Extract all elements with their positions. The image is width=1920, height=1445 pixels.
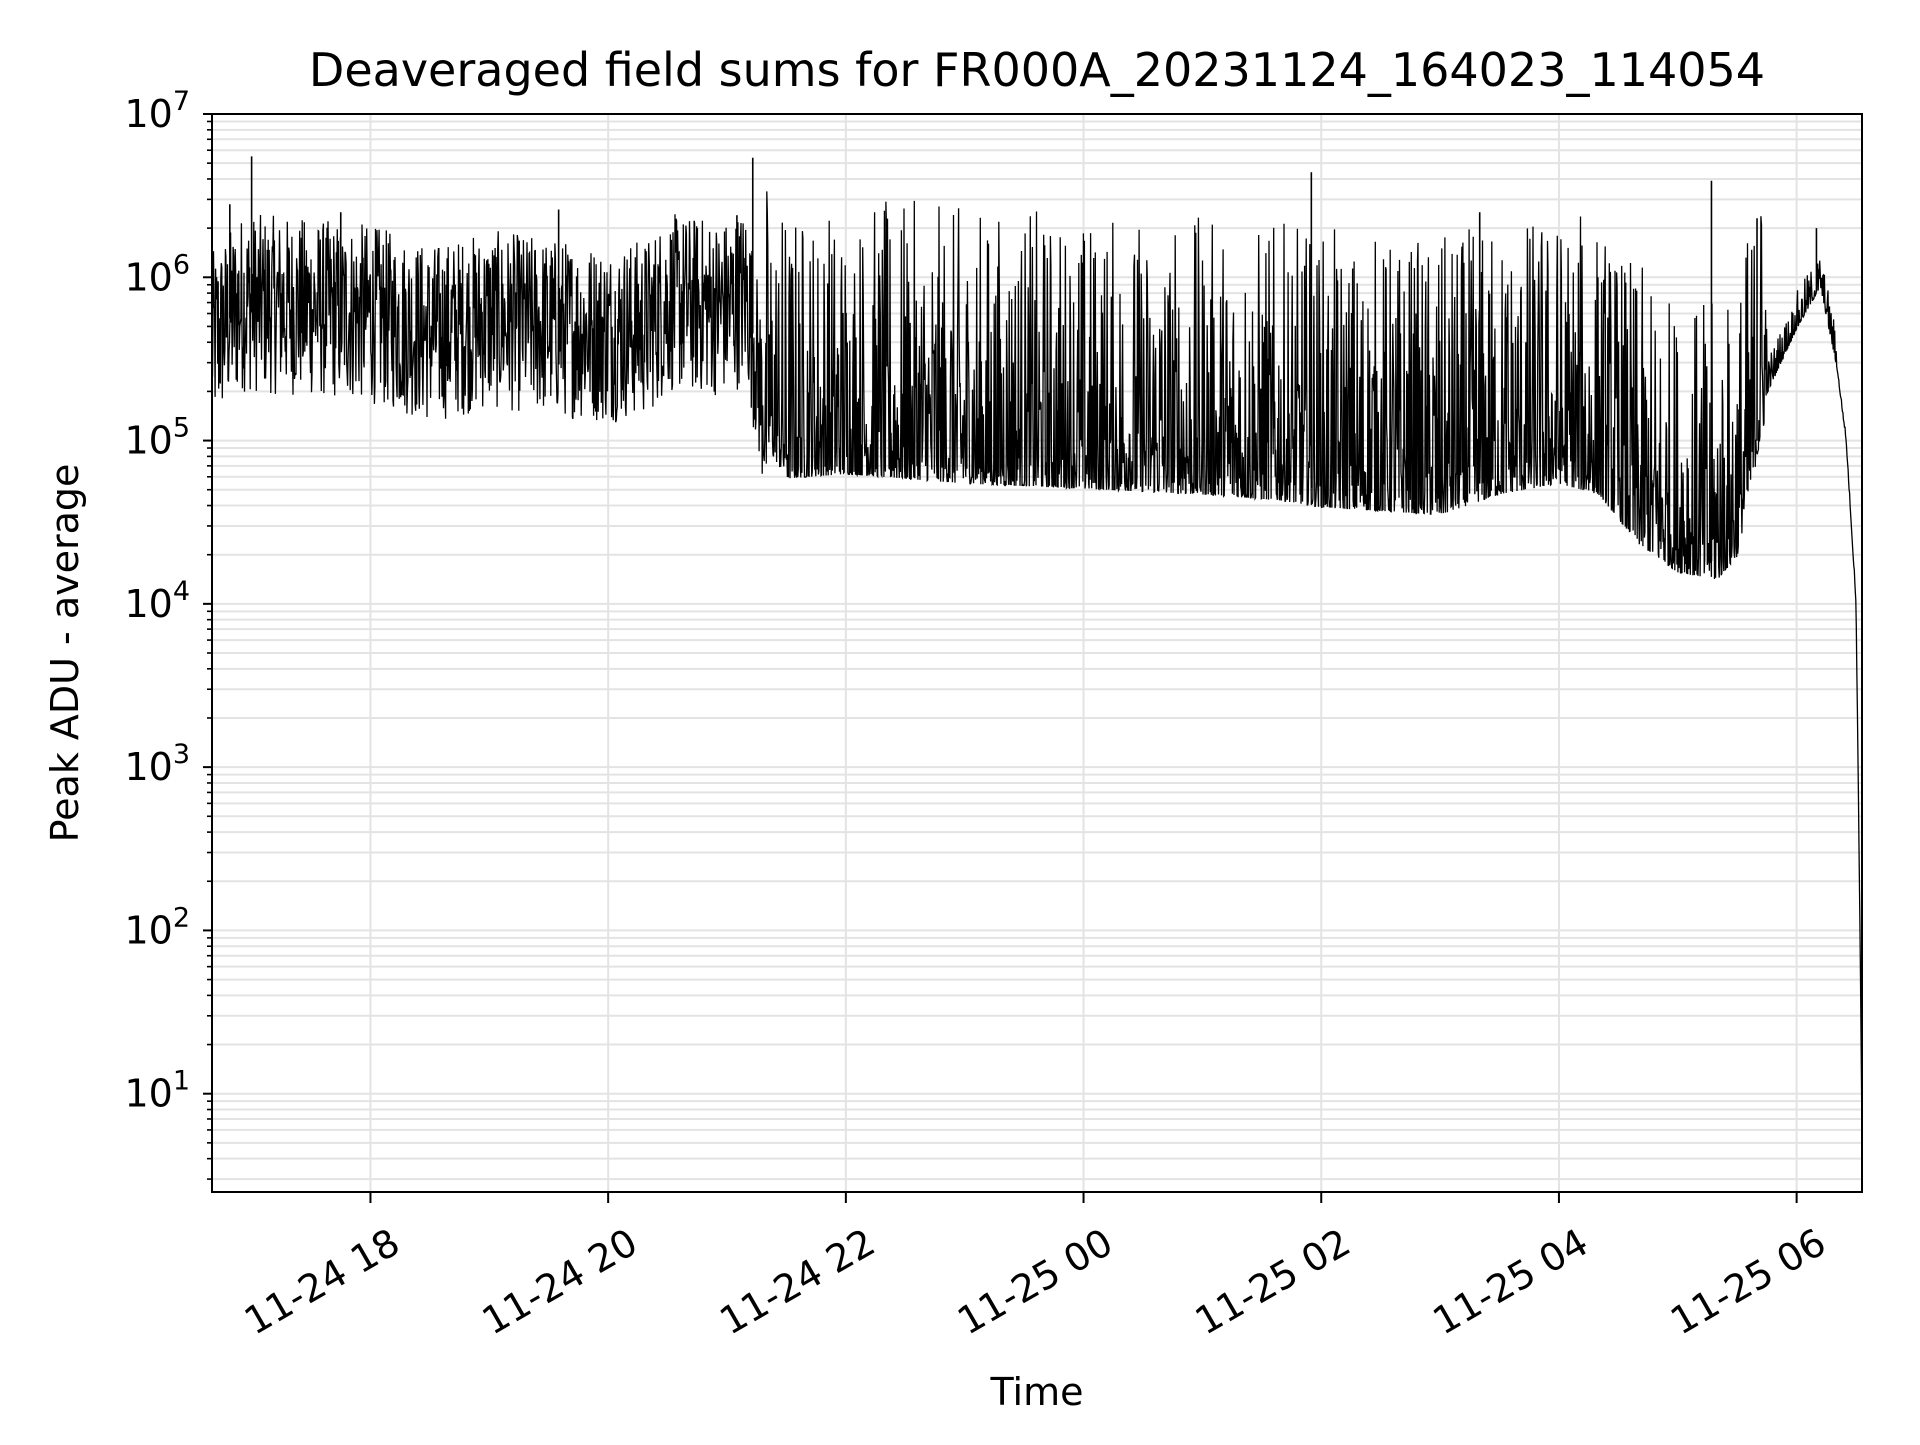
series-line xyxy=(211,191,1863,1143)
y-axis-label: Peak ADU - average xyxy=(43,464,87,843)
x-axis-label: Time xyxy=(990,1370,1084,1414)
data-layer xyxy=(211,156,1863,1143)
y-tick-label: 101 xyxy=(124,1066,190,1116)
chart-title: Deaveraged field sums for FR000A_2023112… xyxy=(309,43,1765,97)
y-tick-label: 106 xyxy=(124,249,190,299)
y-tick-label: 102 xyxy=(124,902,190,952)
y-tick-label: 107 xyxy=(124,86,190,136)
y-tick-label: 105 xyxy=(124,413,190,463)
grid-layer xyxy=(212,113,1862,1192)
y-tick-label: 104 xyxy=(124,576,190,626)
y-tick-label: 103 xyxy=(124,739,190,789)
